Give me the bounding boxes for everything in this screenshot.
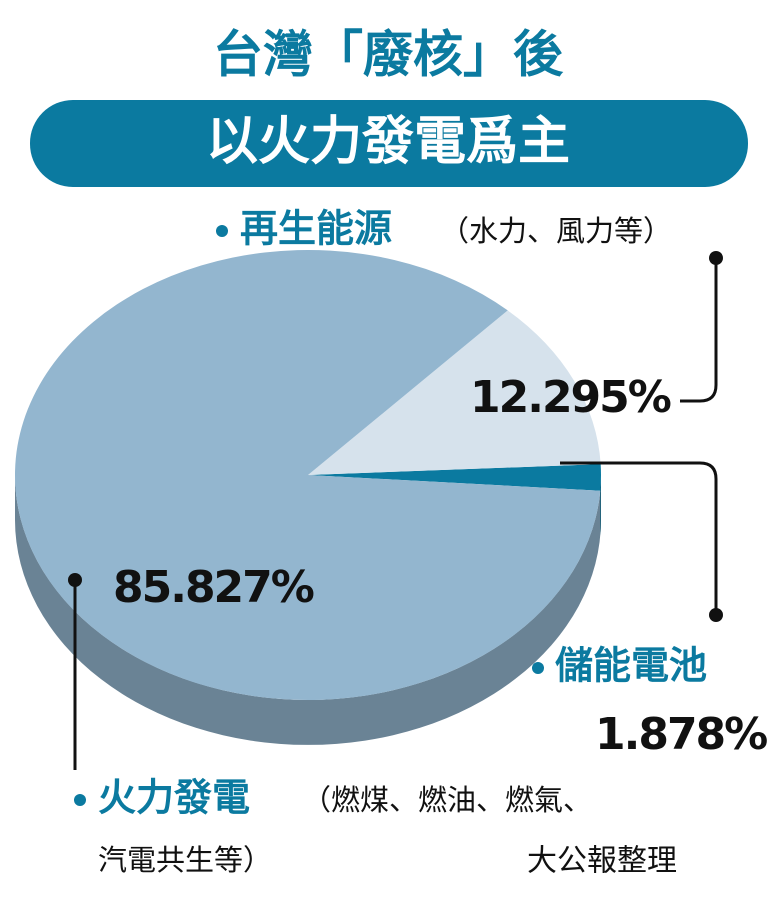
connectors <box>73 258 718 770</box>
chart-title: 台灣「廢核」後 <box>213 26 564 84</box>
pie <box>14 250 601 745</box>
pie-slice <box>308 464 601 491</box>
value-label: 12.295% <box>470 372 671 423</box>
pie-slice <box>14 250 601 701</box>
pie-side <box>15 475 601 745</box>
category-note: （燃煤、燃油、燃氣、 <box>302 783 592 817</box>
legend-dot <box>532 662 544 674</box>
pie-slice <box>308 310 601 475</box>
category-note: 汽電共生等） <box>98 843 272 877</box>
chart-subtitle: 以火力發電爲主 <box>206 112 570 172</box>
connector-dots <box>68 251 723 622</box>
subtitle-bar <box>30 100 748 187</box>
source: 大公報整理 <box>527 844 677 879</box>
connector <box>560 461 718 615</box>
category-label: 儲能電池 <box>555 644 707 688</box>
legend-dot <box>74 794 86 806</box>
value-label: 1.878% <box>595 709 767 760</box>
pie-side <box>600 475 601 536</box>
legend-dot <box>216 225 228 237</box>
category-label: 火力發電 <box>98 776 250 820</box>
connector-dot <box>709 251 723 265</box>
value-label: 85.827% <box>113 562 314 613</box>
category-note: （水力、風力等） <box>440 214 672 248</box>
category-label: 再生能源 <box>240 207 392 251</box>
connector <box>680 258 718 403</box>
connector-dot <box>68 573 82 587</box>
connector-dot <box>709 608 723 622</box>
